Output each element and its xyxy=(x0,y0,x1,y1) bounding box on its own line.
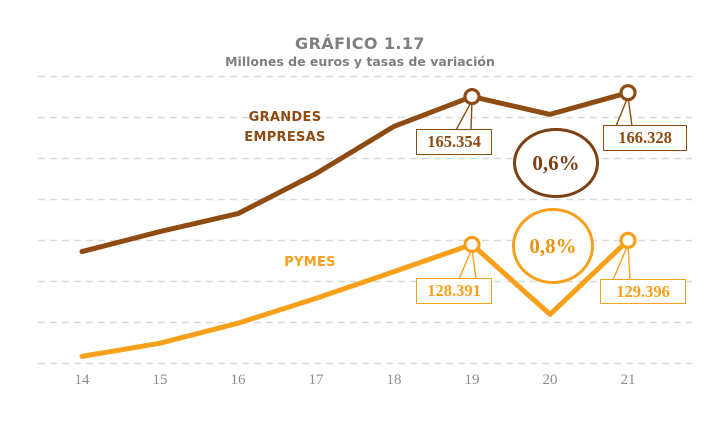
data-label-pymes-19: 128.391 xyxy=(416,278,492,304)
x-tick-18: 18 xyxy=(386,372,402,388)
data-point-marker xyxy=(619,231,637,249)
variation-badge-pymes: 0,8% xyxy=(512,208,594,284)
callout-pointer xyxy=(454,100,473,131)
data-point-marker xyxy=(463,235,481,253)
callout-pointer xyxy=(457,245,477,280)
variation-badge-grandes: 0,6% xyxy=(513,128,599,198)
data-label-pymes-21: 129.396 xyxy=(600,279,686,304)
series-line-grandes-empresas xyxy=(79,90,631,255)
x-tick-19: 19 xyxy=(464,372,480,388)
series-line-pymes xyxy=(79,237,631,359)
chart-subtitle: Millones de euros y tasas de variación xyxy=(225,54,495,69)
data-point-marker xyxy=(619,84,637,102)
series-label-pymes: PYMES xyxy=(284,255,336,270)
data-label-grandes-21: 166.328 xyxy=(603,125,687,151)
x-tick-17: 17 xyxy=(308,372,324,388)
data-label-grandes-19: 165.354 xyxy=(416,129,492,155)
x-tick-20: 20 xyxy=(542,372,558,388)
x-tick-15: 15 xyxy=(152,372,168,388)
chart-title: GRÁFICO 1.17 xyxy=(295,34,425,53)
x-tick-16: 16 xyxy=(230,372,246,388)
x-tick-14: 14 xyxy=(74,372,90,388)
series-label-grandes-empresas: GRANDES EMPRESAS xyxy=(244,110,326,145)
x-tick-21: 21 xyxy=(620,372,636,388)
data-point-marker xyxy=(463,87,481,106)
